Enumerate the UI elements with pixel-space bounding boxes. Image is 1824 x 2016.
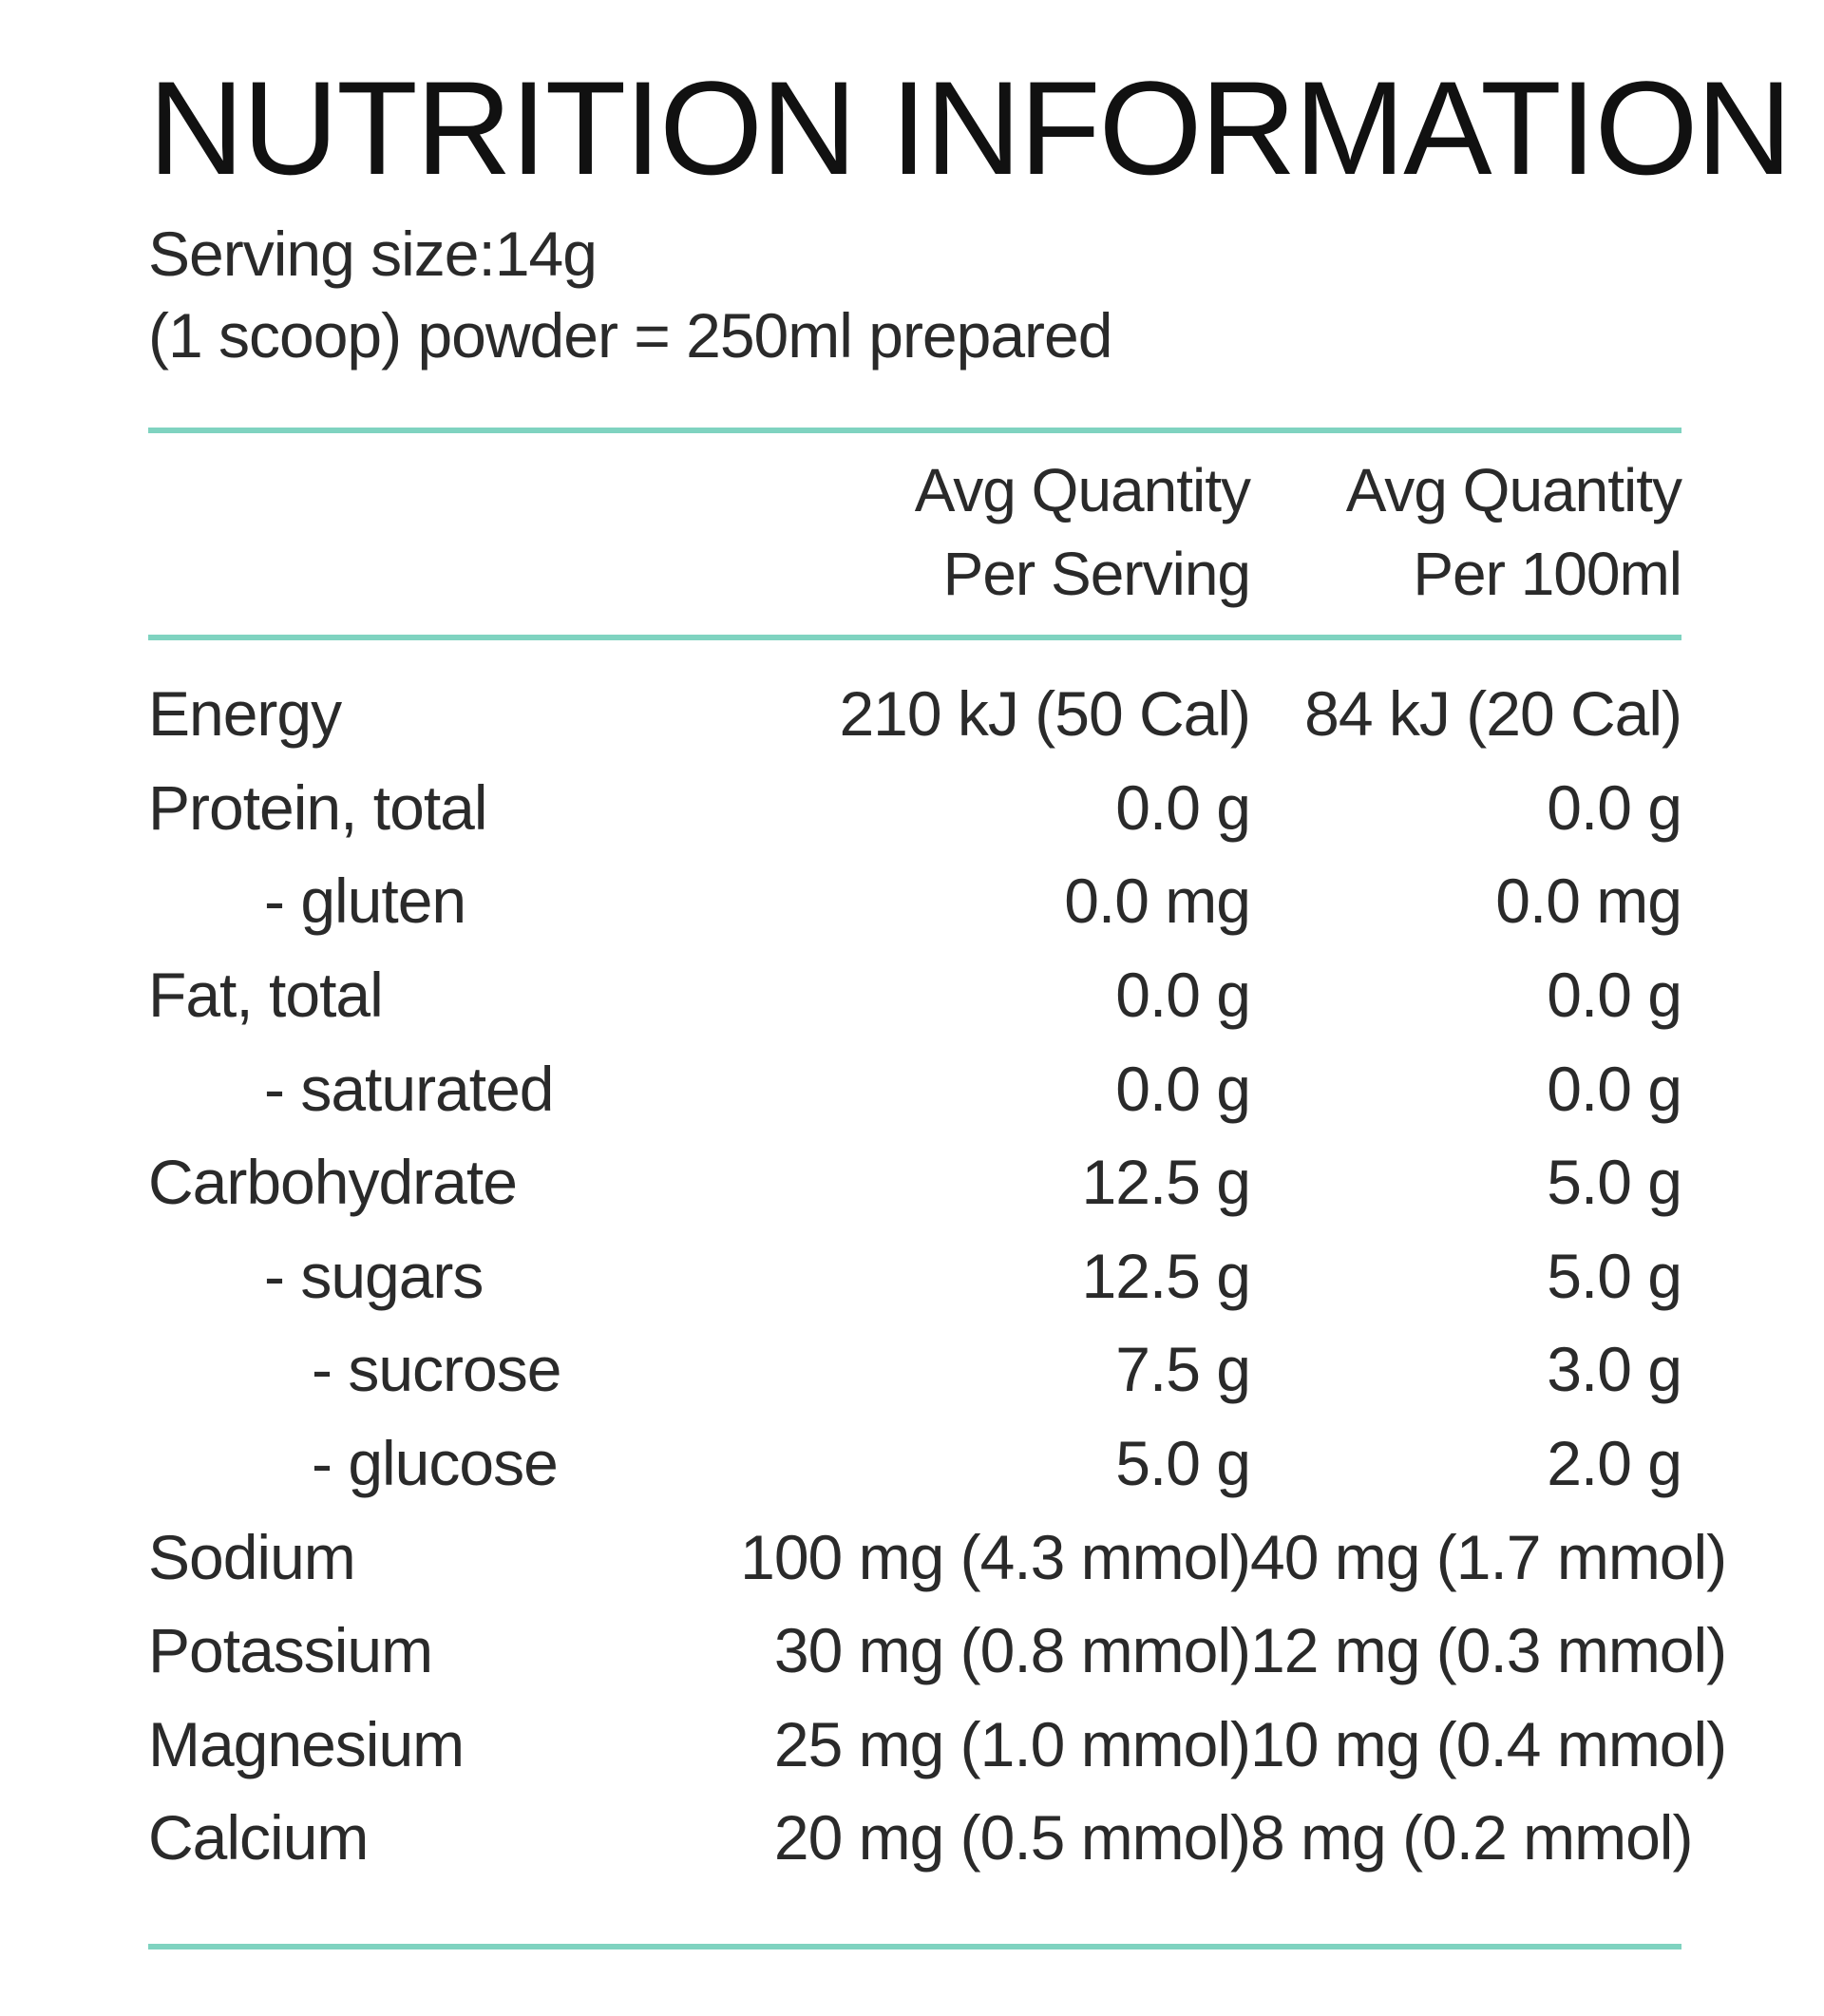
per-100ml-value: 40 mg (1.7 mmol): [1250, 1521, 1727, 1592]
table-row: Sodium 100 mg (4.3 mmol) 40 mg (1.7 mmol…: [148, 1510, 1727, 1604]
per-100ml-value: 0.0 g: [1547, 1053, 1682, 1124]
per-100ml-value: 8 mg (0.2 mmol): [1250, 1802, 1693, 1873]
nutrient-label: Magnesium: [148, 1708, 465, 1779]
nutrition-panel: NUTRITION INFORMATION Serving size:14g (…: [148, 53, 1793, 1949]
header-per-100ml-line2: Per 100ml: [1413, 540, 1682, 608]
nutrient-label: Fat, total: [148, 960, 384, 1031]
per-100ml-value: 2.0 g: [1547, 1428, 1682, 1499]
nutrient-label: - sucrose: [312, 1334, 561, 1405]
nutrient-label: Potassium: [148, 1615, 433, 1686]
per-serving-value: 25 mg (1.0 mmol): [773, 1708, 1251, 1779]
table-row: - saturated 0.0 g 0.0 g: [148, 1041, 1682, 1135]
per-100ml-value: 0.0 g: [1547, 771, 1682, 843]
per-serving-value: 20 mg (0.5 mmol): [773, 1802, 1251, 1873]
table-row: Calcium 20 mg (0.5 mmol) 8 mg (0.2 mmol): [148, 1791, 1693, 1885]
per-serving-value: 30 mg (0.8 mmol): [773, 1615, 1251, 1686]
per-serving-value: 5.0 g: [1115, 1428, 1251, 1499]
serving-note: (1 scoop) powder = 250ml prepared: [148, 300, 1112, 371]
nutrient-label: Energy: [148, 678, 342, 750]
per-serving-value: 12.5 g: [1081, 1240, 1252, 1311]
per-100ml-value: 5.0 g: [1547, 1240, 1682, 1311]
per-100ml-value: 84 kJ (20 Cal): [1304, 678, 1682, 750]
header-per-serving-line1: Avg Quantity: [914, 456, 1251, 524]
nutrient-label: Calcium: [148, 1802, 369, 1873]
per-100ml-value: 12 mg (0.3 mmol): [1250, 1615, 1727, 1686]
per-100ml-value: 10 mg (0.4 mmol): [1250, 1708, 1727, 1779]
per-serving-value: 100 mg (4.3 mmol): [740, 1521, 1251, 1592]
table-row: - glucose 5.0 g 2.0 g: [148, 1417, 1682, 1511]
per-100ml-value: 0.0 mg: [1495, 865, 1682, 937]
per-serving-value: 12.5 g: [1081, 1147, 1252, 1218]
nutrient-label: Sodium: [148, 1521, 356, 1592]
table-header: Avg Quantity Per Serving Avg Quantity Pe…: [148, 433, 1682, 635]
bottom-divider: [148, 1943, 1682, 1949]
per-100ml-value: 5.0 g: [1547, 1147, 1682, 1218]
nutrient-label: Carbohydrate: [148, 1147, 518, 1218]
per-serving-value: 210 kJ (50 Cal): [839, 678, 1251, 750]
nutrient-label: - sugars: [264, 1240, 484, 1311]
table-row: Fat, total 0.0 g 0.0 g: [148, 948, 1682, 1042]
per-serving-value: 7.5 g: [1115, 1334, 1251, 1405]
table-row: Carbohydrate 12.5 g 5.0 g: [148, 1135, 1682, 1229]
top-divider: [148, 428, 1682, 433]
table-row: - gluten 0.0 mg 0.0 mg: [148, 854, 1682, 948]
per-100ml-value: 0.0 g: [1547, 960, 1682, 1031]
header-divider: [148, 635, 1682, 640]
table-row: Magnesium 25 mg (1.0 mmol) 10 mg (0.4 mm…: [148, 1698, 1727, 1792]
table-row: - sucrose 7.5 g 3.0 g: [148, 1322, 1682, 1417]
table-row: Potassium 30 mg (0.8 mmol) 12 mg (0.3 mm…: [148, 1604, 1727, 1698]
header-per-serving: Avg Quantity Per Serving: [718, 448, 1251, 616]
per-serving-value: 0.0 g: [1115, 771, 1251, 843]
per-serving-value: 0.0 mg: [1064, 865, 1251, 937]
header-per-100ml-line1: Avg Quantity: [1345, 456, 1682, 524]
per-serving-value: 0.0 g: [1115, 1053, 1251, 1124]
table-row: - sugars 12.5 g 5.0 g: [148, 1229, 1682, 1323]
serving-size: Serving size:14g: [148, 219, 598, 289]
per-100ml-value: 3.0 g: [1547, 1334, 1682, 1405]
table-row: Energy 210 kJ (50 Cal) 84 kJ (20 Cal): [148, 667, 1682, 761]
header-per-100ml: Avg Quantity Per 100ml: [1250, 448, 1682, 616]
header-per-serving-line2: Per Serving: [942, 540, 1251, 608]
per-serving-value: 0.0 g: [1115, 960, 1251, 1031]
nutrient-label: Protein, total: [148, 771, 488, 843]
nutrient-label: - gluten: [264, 865, 466, 937]
nutrient-label: - glucose: [312, 1428, 559, 1499]
nutrient-rows: Energy 210 kJ (50 Cal) 84 kJ (20 Cal) Pr…: [148, 640, 1727, 1885]
panel-title: NUTRITION INFORMATION: [148, 53, 1793, 202]
nutrient-label: - saturated: [264, 1053, 555, 1124]
table-row: Protein, total 0.0 g 0.0 g: [148, 761, 1682, 855]
